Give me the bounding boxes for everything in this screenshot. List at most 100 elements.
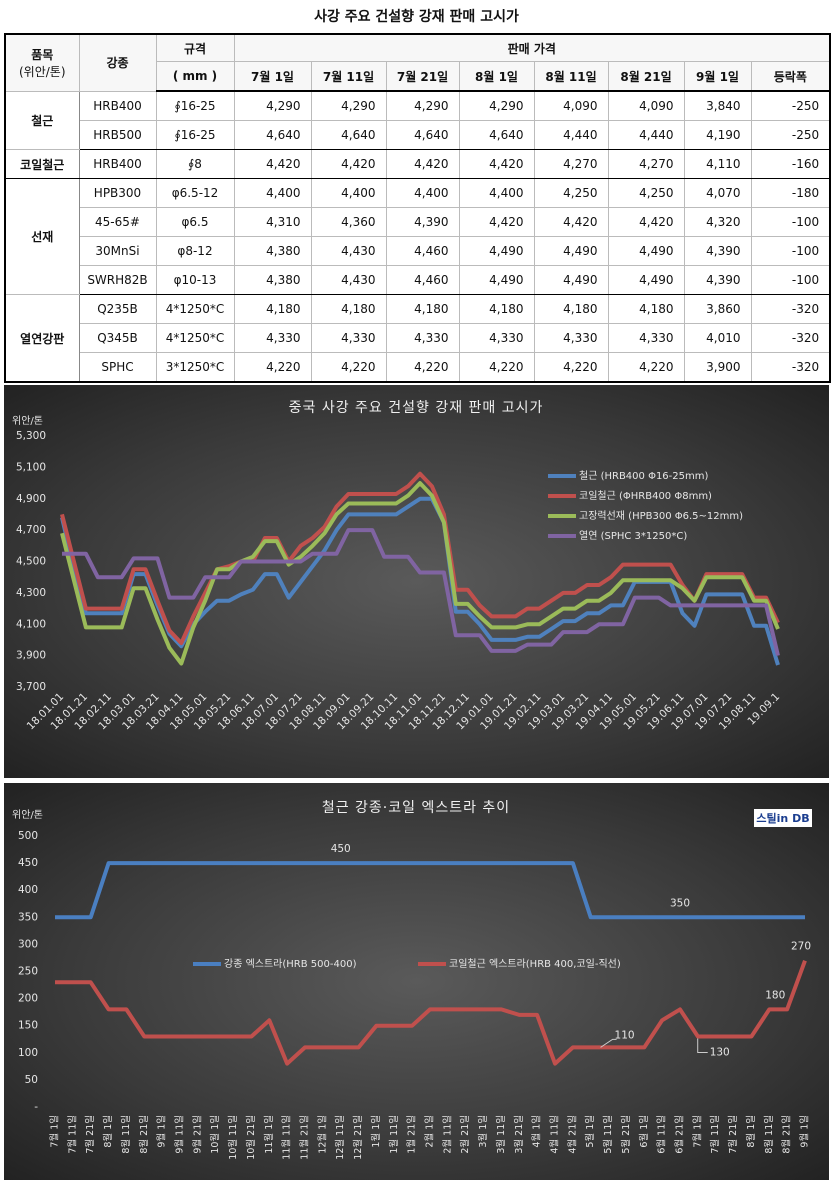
x-tick-label: 8월 21일	[781, 1115, 793, 1154]
table-row: SPHC 3*1250*C 4,220 4,220 4,220 4,220 4,220 4,2…	[5, 352, 831, 383]
header-cell: 판매 가격	[233, 33, 831, 62]
data-label: 350	[670, 897, 690, 909]
table-row: SWRH82B φ10-13 4,380 4,430 4,460 4,490 4,490 4,…	[5, 265, 831, 295]
x-tick-label: 6월 1일	[638, 1115, 650, 1148]
header-cell: 강종	[78, 33, 157, 92]
header-cell: ( mm )	[155, 61, 235, 92]
y-tick-label: 4,500	[16, 556, 46, 568]
table-head: 품목 (위안/톤) 강종 규격 판매 가격 ( mm ) 7월 1일 7월 11일 7…	[4, 33, 831, 92]
table-row: 선재 HPB300 φ6.5-12 4,400 4,400 4,400 4,400 4,250…	[4, 178, 831, 295]
x-tick-label: 10월 1일	[209, 1115, 221, 1154]
price-cell: 4,270	[533, 149, 609, 179]
x-tick-label: 2월 21일	[459, 1115, 471, 1154]
header-row: ( mm ) 7월 1일 7월 11일 7월 21일 8월 1일 8월 11일 8월 21…	[5, 61, 831, 92]
price-cell: 4,330	[385, 323, 460, 353]
group-cell: 코일철근	[4, 149, 80, 179]
spec-cell: 3*1250*C	[155, 352, 235, 383]
table-row: Q345B 4*1250*C 4,330 4,330 4,330 4,330 4,330 4,…	[5, 323, 831, 353]
x-tick-label: 11월 11일	[281, 1115, 293, 1160]
change-cell: -100	[750, 265, 831, 295]
data-label: 270	[791, 941, 811, 953]
header-text: (위안/톤)	[18, 64, 66, 79]
y-tick-label: 200	[18, 993, 38, 1005]
spec-cell: ∮16-25	[155, 120, 235, 150]
price-cell: 4,180	[385, 294, 460, 324]
x-tick-label: 6월 11일	[656, 1115, 668, 1154]
change-cell: -320	[750, 323, 831, 353]
x-tick-label: 12월 1일	[316, 1115, 328, 1154]
price-cell: 4,490	[533, 265, 609, 295]
y-tick-label: 500	[18, 830, 38, 842]
series-line	[55, 861, 805, 920]
x-tick-label: 12월 11일	[334, 1115, 346, 1160]
y-tick-label: 3,900	[16, 650, 46, 662]
price-cell: 4,400	[385, 178, 460, 208]
price-cell: 4,290	[310, 90, 387, 121]
series-line	[55, 960, 807, 1066]
leader-line	[600, 1038, 617, 1048]
x-tick-label: 8월 1일	[745, 1115, 757, 1148]
x-tick-label: 12월 21일	[352, 1115, 364, 1160]
price-cell: 4,310	[233, 207, 312, 237]
group-cell: 열연강판	[4, 294, 80, 383]
price-cell: 4,390	[385, 207, 460, 237]
price-cell: 4,380	[233, 236, 312, 266]
logo: 스틸in DB	[756, 812, 809, 825]
y-tick-label: 100	[18, 1047, 38, 1059]
price-cell: 4,320	[683, 207, 752, 237]
chart-title: 철근 강종·코일 엑스트라 추이	[322, 800, 510, 816]
price-cell: 4,420	[310, 149, 387, 179]
series-line	[60, 471, 780, 646]
legend-label: 열연 (SPHC 3*1250*C)	[579, 530, 687, 542]
price-table: 품목 (위안/톤) 강종 규격 판매 가격 ( mm ) 7월 1일 7월 11일 7…	[4, 33, 832, 383]
y-tick-label: 4,300	[16, 587, 46, 599]
price-cell: 4,400	[233, 178, 312, 208]
spec-cell: φ10-13	[155, 265, 235, 295]
x-tick-label: 3월 1일	[477, 1115, 489, 1148]
x-tick-label: 11월 21일	[299, 1115, 311, 1160]
grade-cell: Q345B	[78, 323, 157, 353]
price-cell: 4,220	[233, 352, 312, 383]
series-line	[62, 528, 780, 657]
chart-panel: 중국 사강 주요 건설향 강재 판매 고시가 위안/톤 3,700 3,900 4,10…	[4, 385, 829, 778]
price-cell: 4,400	[458, 178, 535, 208]
price-cell: 4,420	[233, 149, 312, 179]
price-cell: 4,640	[233, 120, 312, 150]
header-cell: 8월 11일	[533, 61, 609, 92]
price-cell: 4,330	[458, 323, 535, 353]
price-cell: 4,250	[607, 178, 685, 208]
price-cell: 4,490	[458, 265, 535, 295]
page-title: 사강 주요 건설향 강재 판매 고시가	[314, 9, 519, 25]
price-cell: 4,460	[385, 265, 460, 295]
price-cell: 3,840	[683, 90, 752, 121]
x-tick-label: 1월 21일	[406, 1115, 418, 1154]
y-tick-label: 300	[18, 938, 38, 950]
price-cell: 3,900	[683, 352, 752, 383]
change-cell: -250	[750, 90, 831, 121]
x-tick-label: 7월 11일	[709, 1115, 721, 1154]
table-row: 45-65# φ6.5 4,310 4,360 4,390 4,420 4,420 4,420…	[5, 207, 831, 237]
data-label: 180	[765, 989, 785, 1001]
change-cell: -320	[750, 352, 831, 383]
grade-cell: HRB400	[78, 90, 157, 121]
price-cell: 4,220	[533, 352, 609, 383]
grade-cell: HRB500	[78, 120, 157, 150]
price-cell: 4,490	[607, 236, 685, 266]
x-tick-label: 9월 21일	[191, 1115, 203, 1154]
header-cell: 8월 21일	[607, 61, 685, 92]
x-tick-label: 3월 11일	[495, 1115, 507, 1154]
y-tick-label: 4,700	[16, 524, 46, 536]
x-tick-label: 10월 11일	[227, 1115, 239, 1160]
data-label: 450	[331, 843, 351, 855]
price-cell: 4,330	[607, 323, 685, 353]
y-tick-label: 450	[18, 857, 38, 869]
price-cell: 4,220	[310, 352, 387, 383]
y-tick-label: 250	[18, 966, 38, 978]
table-row: 철근 HRB400 ∮16-25 4,290 4,290 4,290 4,290 4,090 4…	[4, 90, 831, 150]
header-cell: 7월 1일	[233, 61, 312, 92]
price-cell: 4,180	[533, 294, 609, 324]
grade-cell: Q235B	[78, 294, 157, 324]
price-cell: 4,220	[458, 352, 535, 383]
